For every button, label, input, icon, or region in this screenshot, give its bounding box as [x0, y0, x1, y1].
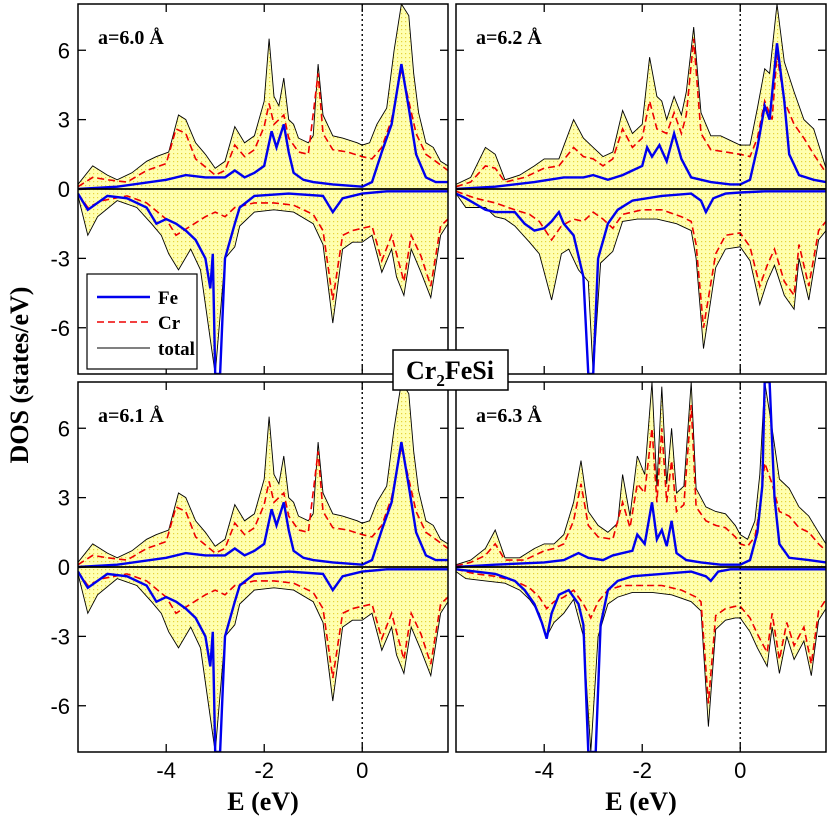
total-down-line	[78, 195, 448, 374]
total-down-fill	[456, 189, 826, 374]
title-prefix: Cr	[406, 356, 436, 385]
y-tick-label: -3	[50, 246, 70, 271]
panel-label: a=6.3 Å	[476, 404, 542, 427]
y-axis-title: DOS (states/eV)	[5, 287, 34, 464]
x-axis-title-left: E (eV)	[227, 787, 298, 816]
x-tick-label: -4	[156, 758, 176, 783]
plot-area-top-right	[456, 4, 826, 374]
total-down-fill	[456, 567, 826, 752]
cr-up-line	[78, 68, 448, 188]
total-down-fill	[78, 567, 448, 752]
x-tick-label: -2	[632, 758, 652, 783]
x-tick-label: 0	[734, 758, 746, 783]
cr-up-line	[456, 38, 826, 188]
x-tick-label: 0	[356, 758, 368, 783]
panel-label: a=6.0 Å	[98, 26, 164, 49]
y-tick-label: 3	[58, 108, 70, 133]
panel-label: a=6.2 Å	[476, 26, 542, 49]
total-up-fill	[78, 4, 448, 189]
panel-bottom-right: -4 -2 0 a=6.3 Å	[455, 381, 827, 783]
total-down-fill	[78, 189, 448, 374]
cr-down-line	[456, 568, 826, 704]
total-up-line	[78, 4, 448, 185]
fe-down-line	[456, 568, 826, 752]
total-down-line	[456, 193, 826, 374]
panels-group: -6 -3 0 3 6 a=6.0 Å a=6.2 Å -4 -2 0 -6 -3 0 3 6 a=6.1 Å…	[50, 3, 827, 783]
y-tick-label: 3	[58, 486, 70, 511]
fe-down-line	[78, 568, 448, 752]
cr-down-line	[78, 571, 448, 679]
fe-down-line	[456, 190, 826, 374]
legend-label-cr: Cr	[158, 313, 181, 334]
compound-title-box	[392, 349, 509, 391]
total-up-fill	[456, 4, 826, 189]
total-up-fill	[78, 382, 448, 567]
x-tick-label: -2	[254, 758, 274, 783]
legend-label-fe: Fe	[158, 288, 178, 309]
y-tick-label: 6	[58, 38, 70, 63]
total-down-line	[78, 573, 448, 752]
cr-down-line	[456, 190, 826, 328]
fe-up-line	[456, 43, 826, 191]
fe-down-line	[78, 190, 448, 374]
panel-top-right: a=6.2 Å	[455, 3, 827, 375]
fe-up-line	[78, 63, 448, 191]
y-tick-label: 6	[58, 416, 70, 441]
y-tick-label: -6	[50, 694, 70, 719]
panel-bottom-left: -4 -2 0 -6 -3 0 3 6 a=6.1 Å	[50, 381, 449, 783]
cr-up-line	[78, 446, 448, 566]
compound-title: Cr2FeSi	[392, 349, 509, 391]
cr-up-line	[456, 405, 826, 567]
total-up-line	[78, 382, 448, 563]
legend: Fe Cr total	[86, 273, 198, 370]
total-up-fill	[456, 382, 826, 567]
title-suffix: FeSi	[445, 356, 494, 385]
panel-label: a=6.1 Å	[98, 404, 164, 427]
panel-top-left: -6 -3 0 3 6 a=6.0 Å	[50, 3, 449, 375]
compound-title-text: Cr2FeSi	[406, 356, 494, 390]
x-tick-label: -4	[534, 758, 554, 783]
y-tick-label: 0	[58, 555, 70, 580]
plot-area-bottom-right	[456, 382, 826, 752]
plot-area-top-left	[78, 4, 448, 374]
title-subscript: 2	[436, 371, 445, 390]
x-axis-title-right: E (eV)	[605, 787, 676, 816]
cr-down-line	[78, 193, 448, 301]
fe-up-line	[456, 382, 826, 569]
plot-area-bottom-left	[78, 382, 448, 752]
y-tick-label: -6	[50, 316, 70, 341]
total-up-line	[456, 4, 826, 185]
y-tick-label: -3	[50, 624, 70, 649]
y-tick-label: 0	[58, 177, 70, 202]
legend-label-total: total	[158, 339, 195, 360]
fe-up-line	[78, 441, 448, 569]
